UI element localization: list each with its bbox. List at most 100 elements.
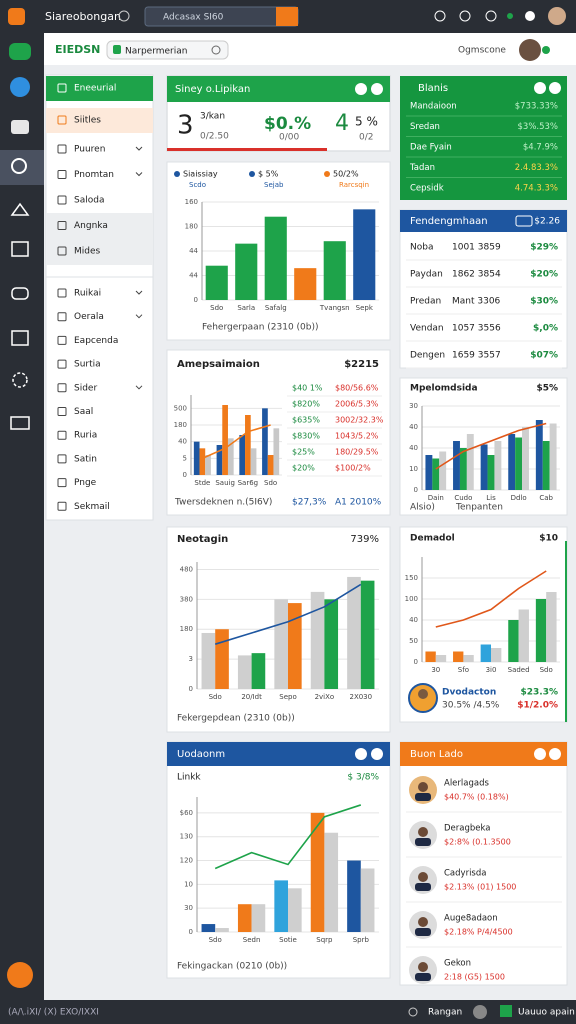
icon[interactable] [534,748,546,760]
table-cell: 2006/5.3% [335,400,379,409]
search-icon [211,45,221,55]
row-value: $29% [530,243,558,253]
nav-item[interactable]: Pnge [74,478,97,488]
bar [518,609,529,662]
bar [227,438,234,475]
nav-icon [57,478,67,488]
search-button[interactable] [276,7,298,26]
bar [515,437,523,490]
y-tick-label: 500 [174,404,187,412]
chevron [135,146,143,151]
nav-item[interactable]: Ruria [74,431,97,441]
icon[interactable] [549,82,561,94]
line [214,804,362,870]
bar [201,632,216,689]
rail-icon[interactable] [12,372,28,388]
rail-icon[interactable] [10,202,30,216]
row-id: 1862 3854 [452,270,501,280]
nav-item[interactable]: Eapcenda [74,336,118,346]
row-value: $733.33% [515,102,558,112]
brand: EIEDSN [55,43,100,56]
bar [274,880,288,932]
x-tick-label: Lis [486,494,496,502]
icon[interactable] [355,83,367,95]
nav-item[interactable]: Saal [74,407,93,417]
y-tick-label: 0 [189,928,193,936]
nav-item[interactable]: Siitles [74,116,101,126]
icon[interactable] [534,82,546,94]
line [435,570,547,628]
table-cell: $100/2% [335,464,371,473]
avatar[interactable] [473,1005,487,1019]
icon[interactable] [485,10,497,22]
nav-item[interactable]: Ruikai [74,289,101,299]
nav-item[interactable]: Satin [74,454,97,464]
x-tick-label: Sedn [243,936,261,944]
rail-icon[interactable] [10,77,30,97]
nav-item[interactable]: Surtia [74,360,101,370]
bar [215,928,229,932]
nav-icon [57,83,67,93]
person-detail: 2:18 (G5) 1500 [444,973,505,982]
bar [216,445,223,475]
y-tick-label: 44 [189,272,198,280]
icon[interactable] [525,11,535,21]
card-value: $ 3/8% [347,773,379,783]
row-label: Noba [410,243,433,253]
status-icon[interactable] [118,10,130,22]
side-rail [0,33,44,1000]
rail-icon[interactable] [9,43,31,60]
x-tick-label: 2X030 [349,693,372,701]
nav-item[interactable]: Mides [74,247,101,257]
y-tick-label: 40 [409,616,418,624]
card-footer: Fekingackan (0210 (0b)) [177,962,287,972]
icon[interactable] [500,1005,512,1017]
icon[interactable] [355,748,367,760]
legend-name: Siaissiay [183,170,218,179]
card-header [167,76,390,102]
table-cell: $830% [292,432,320,441]
legend-swatch [249,171,255,177]
icon[interactable] [459,10,471,22]
rail-icon[interactable] [11,241,29,257]
nav-item[interactable]: Puuren [74,145,105,155]
icon[interactable] [434,10,446,22]
avatar-body [415,928,431,936]
header-search[interactable] [106,40,229,60]
app-logo[interactable] [8,8,25,25]
x-tick-label: Sdo [209,936,222,944]
card-title: Amepsaimaion [177,359,260,370]
icon[interactable] [515,215,533,227]
avatar[interactable] [548,7,566,25]
rail-icon[interactable] [10,416,30,430]
icon[interactable] [408,1007,418,1017]
nav-item[interactable]: Pnomtan [74,170,114,180]
nav-item[interactable]: Oerala [74,312,104,322]
x-tick-label: Tvangsn [319,304,350,312]
icon[interactable] [549,748,561,760]
rail-icon[interactable] [11,158,27,174]
rail-icon[interactable] [11,120,29,134]
x-tick-label: Ddlo [511,494,527,502]
row-value: $07% [530,351,558,361]
nav-item[interactable]: Eneeurial [74,84,116,94]
nav-item[interactable]: Saloda [74,196,104,206]
icon[interactable] [371,83,383,95]
user-avatar[interactable] [519,39,541,61]
rail-icon[interactable] [11,330,29,346]
nav-item[interactable]: Sekmail [74,502,110,512]
row-label: Sredan [410,122,440,132]
y-tick-label: 130 [180,833,193,841]
y-tick-label: 100 [405,595,418,603]
avatar-body [415,883,431,891]
person-sub: 30.5% /4.5% [442,701,500,711]
nav-item[interactable]: Sider [74,383,97,393]
rail-icon[interactable] [11,287,29,300]
y-tick-label: 30 [184,904,193,912]
bar [432,458,440,490]
avatar-head [418,827,428,837]
nav-item[interactable]: Angnka [74,221,108,231]
icon[interactable] [371,748,383,760]
rail-action[interactable] [7,962,33,988]
